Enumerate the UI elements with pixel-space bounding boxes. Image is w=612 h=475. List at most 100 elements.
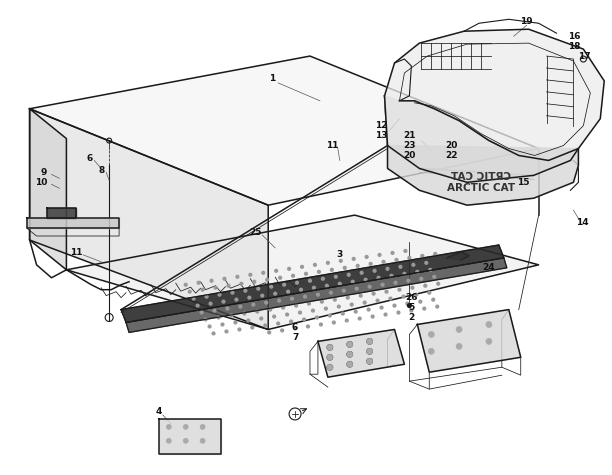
Circle shape <box>244 289 247 292</box>
Circle shape <box>347 342 353 347</box>
Circle shape <box>360 271 363 274</box>
Circle shape <box>420 277 423 280</box>
Circle shape <box>356 287 358 290</box>
Circle shape <box>408 256 411 259</box>
Circle shape <box>367 338 373 344</box>
Circle shape <box>278 276 282 279</box>
Circle shape <box>411 286 414 289</box>
Circle shape <box>367 348 373 354</box>
Circle shape <box>308 279 312 282</box>
Text: 25: 25 <box>249 228 261 237</box>
Circle shape <box>351 280 354 283</box>
Circle shape <box>423 307 426 310</box>
Circle shape <box>425 261 428 264</box>
Polygon shape <box>67 215 539 330</box>
Circle shape <box>350 303 353 306</box>
Circle shape <box>343 266 346 269</box>
Text: 2: 2 <box>408 313 414 322</box>
Circle shape <box>196 304 199 307</box>
Polygon shape <box>417 310 521 372</box>
Text: 20: 20 <box>403 151 416 160</box>
Circle shape <box>253 280 256 283</box>
Circle shape <box>421 255 424 257</box>
Circle shape <box>368 285 371 288</box>
Polygon shape <box>29 109 67 270</box>
Polygon shape <box>27 218 119 228</box>
Circle shape <box>234 321 237 324</box>
Circle shape <box>327 354 333 360</box>
Circle shape <box>294 327 296 330</box>
Circle shape <box>235 298 238 301</box>
Circle shape <box>249 274 252 276</box>
Circle shape <box>367 348 373 354</box>
Circle shape <box>365 256 368 258</box>
Circle shape <box>192 297 195 300</box>
Circle shape <box>282 306 285 309</box>
Circle shape <box>183 438 188 443</box>
Text: 9: 9 <box>40 168 47 177</box>
Circle shape <box>369 263 372 265</box>
Text: 6: 6 <box>86 154 92 163</box>
Circle shape <box>330 268 334 271</box>
Circle shape <box>223 277 226 280</box>
Circle shape <box>256 310 259 313</box>
Circle shape <box>367 338 373 344</box>
Circle shape <box>221 323 224 326</box>
Circle shape <box>327 354 333 360</box>
Text: TAƆ ƆITЯↃ
ARCTIC CAT: TAƆ ƆITЯↃ ARCTIC CAT <box>447 171 515 193</box>
Circle shape <box>327 364 333 370</box>
Circle shape <box>210 279 213 282</box>
Circle shape <box>264 324 267 327</box>
Circle shape <box>327 344 333 351</box>
Circle shape <box>367 308 370 311</box>
Circle shape <box>266 278 269 281</box>
Circle shape <box>338 282 341 285</box>
Circle shape <box>262 271 264 274</box>
Polygon shape <box>126 258 507 332</box>
Text: 26: 26 <box>405 293 417 302</box>
Circle shape <box>302 318 305 321</box>
Polygon shape <box>47 208 76 218</box>
Circle shape <box>367 358 373 364</box>
Circle shape <box>348 274 350 276</box>
Circle shape <box>251 326 254 329</box>
Circle shape <box>294 304 297 307</box>
Circle shape <box>373 269 376 272</box>
Circle shape <box>316 316 318 319</box>
Circle shape <box>238 328 241 331</box>
Circle shape <box>274 292 277 295</box>
Circle shape <box>252 303 255 306</box>
Circle shape <box>214 286 217 289</box>
Circle shape <box>275 269 278 272</box>
Circle shape <box>486 338 492 344</box>
Circle shape <box>428 291 431 294</box>
Circle shape <box>296 281 299 284</box>
Circle shape <box>166 438 171 443</box>
Circle shape <box>341 312 344 315</box>
Circle shape <box>243 312 246 315</box>
Text: 7: 7 <box>292 333 298 342</box>
Circle shape <box>347 361 353 367</box>
Text: 20: 20 <box>445 141 457 150</box>
Circle shape <box>269 308 272 311</box>
Circle shape <box>434 253 436 255</box>
Circle shape <box>316 293 319 296</box>
Circle shape <box>239 305 242 308</box>
Circle shape <box>200 424 205 429</box>
Circle shape <box>347 342 353 347</box>
Circle shape <box>217 316 220 319</box>
Circle shape <box>432 298 435 301</box>
Text: 14: 14 <box>576 218 589 227</box>
Circle shape <box>304 295 307 298</box>
Text: 18: 18 <box>568 42 581 51</box>
Circle shape <box>353 257 355 260</box>
Circle shape <box>347 352 353 357</box>
Circle shape <box>313 286 315 289</box>
Circle shape <box>345 319 348 322</box>
Circle shape <box>327 364 333 370</box>
Circle shape <box>227 285 230 287</box>
Circle shape <box>378 254 381 256</box>
Text: 15: 15 <box>518 178 530 187</box>
Circle shape <box>312 309 315 312</box>
Circle shape <box>208 325 211 328</box>
